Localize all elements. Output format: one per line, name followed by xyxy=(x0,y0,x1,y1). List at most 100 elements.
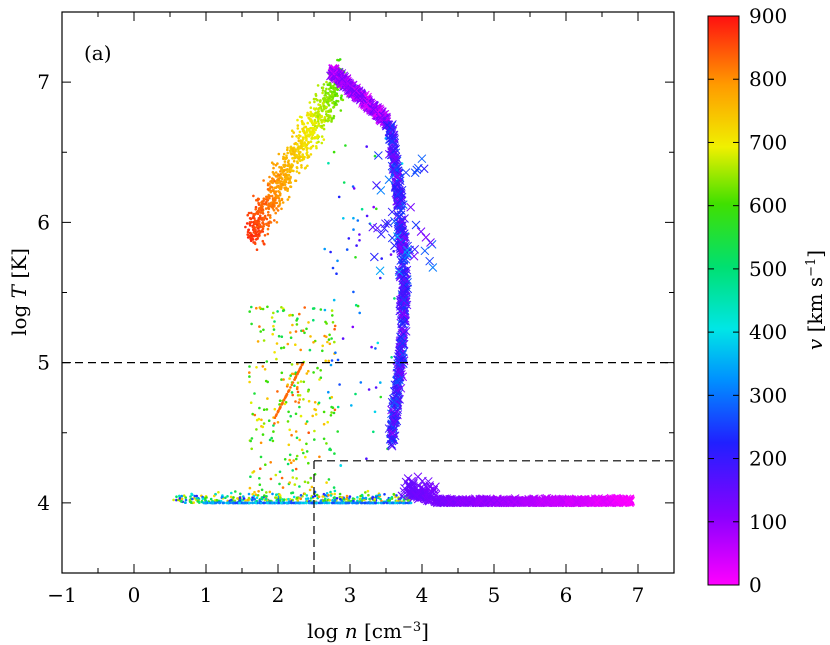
data-point xyxy=(294,330,298,333)
data-point xyxy=(248,501,251,505)
data-point xyxy=(291,393,295,397)
data-point xyxy=(309,106,313,109)
x-tick-label: 4 xyxy=(416,583,429,607)
data-point xyxy=(313,438,316,441)
data-point xyxy=(265,408,269,411)
data-point xyxy=(277,177,281,180)
data-point xyxy=(255,248,259,251)
data-point xyxy=(282,309,286,312)
data-point xyxy=(273,422,276,425)
data-point xyxy=(282,498,286,502)
data-point xyxy=(305,143,309,147)
data-point xyxy=(302,137,305,141)
data-point xyxy=(407,501,411,505)
data-point xyxy=(259,441,263,445)
data-point xyxy=(258,499,262,502)
data-point xyxy=(280,476,284,480)
data-point xyxy=(352,290,355,294)
data-point xyxy=(327,116,331,119)
data-point xyxy=(259,455,263,459)
data-point xyxy=(256,237,259,240)
data-point-cross xyxy=(376,229,386,239)
data-point-cross xyxy=(362,96,372,106)
data-point xyxy=(260,206,263,209)
data-point xyxy=(290,152,293,156)
data-point-cross xyxy=(389,145,398,155)
data-point xyxy=(295,319,298,322)
data-point xyxy=(253,228,257,232)
scatter-points xyxy=(172,58,635,508)
data-point-cross xyxy=(612,493,621,503)
data-point xyxy=(256,494,260,497)
data-point xyxy=(278,165,281,169)
data-point xyxy=(291,469,295,472)
data-point-cross xyxy=(396,295,405,305)
data-point-cross xyxy=(606,498,615,508)
data-point xyxy=(274,211,278,215)
data-point xyxy=(335,99,338,103)
data-point xyxy=(321,349,324,353)
data-point xyxy=(279,496,282,499)
data-point xyxy=(271,501,274,505)
data-point xyxy=(354,392,357,396)
data-point xyxy=(306,147,309,150)
data-point xyxy=(285,501,288,505)
data-point xyxy=(315,126,319,129)
data-point xyxy=(242,501,245,505)
data-point xyxy=(291,491,295,495)
data-point xyxy=(317,124,320,127)
data-point xyxy=(351,497,355,500)
data-point xyxy=(258,325,261,328)
data-point xyxy=(331,98,334,101)
data-point xyxy=(282,346,286,349)
data-point xyxy=(321,91,324,95)
data-point xyxy=(249,439,252,443)
data-point xyxy=(303,480,307,484)
data-point xyxy=(351,185,355,188)
data-point xyxy=(314,413,318,416)
data-point xyxy=(247,496,251,500)
data-point xyxy=(303,155,306,159)
data-point xyxy=(296,118,299,122)
data-point-cross xyxy=(425,256,435,266)
data-point xyxy=(302,451,305,455)
data-point-cross xyxy=(395,375,404,385)
data-point-cross xyxy=(476,496,486,506)
data-point xyxy=(265,217,269,221)
data-point xyxy=(309,335,312,338)
data-point xyxy=(261,239,265,243)
data-point xyxy=(328,342,332,346)
data-point xyxy=(338,383,341,386)
data-point xyxy=(325,442,328,445)
data-point xyxy=(248,486,252,490)
data-point xyxy=(283,160,287,163)
data-point xyxy=(268,187,272,190)
data-point-cross xyxy=(573,495,582,504)
x-tick-label: 7 xyxy=(632,583,645,607)
colorbar-tick-label: 900 xyxy=(749,4,787,28)
data-point xyxy=(329,490,332,494)
data-point xyxy=(293,483,297,486)
data-point xyxy=(280,207,283,211)
data-point xyxy=(305,152,308,155)
data-point xyxy=(277,152,281,156)
data-point xyxy=(322,410,326,414)
data-point xyxy=(298,438,302,442)
data-point xyxy=(256,340,260,343)
data-point xyxy=(322,422,326,426)
data-point xyxy=(297,370,300,374)
data-point xyxy=(323,247,327,251)
data-point xyxy=(287,410,290,414)
data-point xyxy=(340,94,343,97)
data-point xyxy=(391,501,395,505)
data-point xyxy=(303,167,307,170)
data-point-cross xyxy=(403,284,413,294)
data-point xyxy=(295,135,298,138)
data-point xyxy=(274,163,278,167)
data-point xyxy=(267,224,271,228)
data-point-cross xyxy=(357,90,366,100)
data-point xyxy=(393,501,397,505)
data-point xyxy=(321,86,325,89)
data-point xyxy=(306,164,309,168)
data-point xyxy=(325,80,328,84)
